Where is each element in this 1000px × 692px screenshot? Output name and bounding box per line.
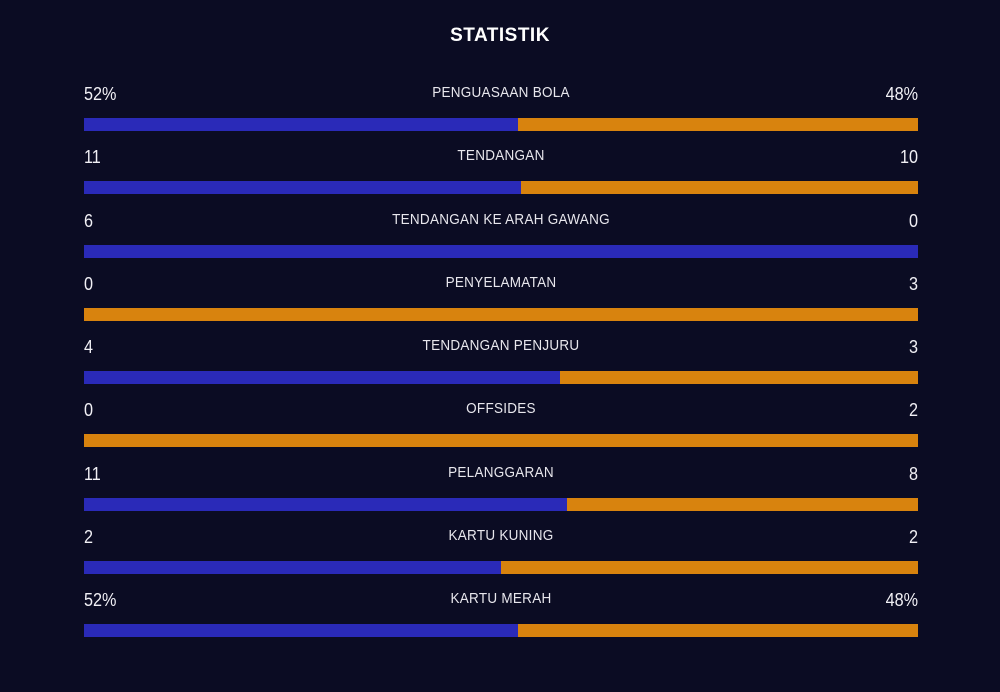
stat-label: KARTU MERAH <box>450 590 552 608</box>
stat-label: TENDANGAN PENJURU <box>422 337 580 355</box>
home-value: 11 <box>84 463 101 484</box>
home-bar-segment <box>84 181 522 195</box>
stat-bar <box>84 307 918 321</box>
home-value: 2 <box>84 527 94 548</box>
stat-label: KARTU KUNING <box>448 527 554 545</box>
stat-bar <box>84 181 918 195</box>
page-title: STATISTIK <box>450 25 550 46</box>
away-value: 2 <box>908 527 918 548</box>
away-bar-segment <box>560 371 918 385</box>
home-value: 6 <box>84 210 94 231</box>
away-value: 48% <box>885 84 918 104</box>
stat-label: PENYELAMATAN <box>445 273 557 291</box>
stat-row: 2 KARTU KUNING 2 <box>84 527 918 575</box>
stat-row-header: 11 TENDANGAN 10 <box>84 147 918 168</box>
home-bar-segment <box>84 118 518 131</box>
stats-list: 52% PENGUASAAN BOLA 48% 11 TENDANGAN 10 … <box>84 84 918 638</box>
away-value: 10 <box>899 147 918 168</box>
away-bar-segment <box>84 434 918 448</box>
stat-row-header: 4 TENDANGAN PENJURU 3 <box>84 337 918 358</box>
home-value: 52% <box>84 84 117 104</box>
stat-bar <box>84 434 918 448</box>
home-bar-segment <box>84 244 918 258</box>
away-value: 3 <box>908 337 918 358</box>
stat-row: 6 TENDANGAN KE ARAH GAWANG 0 <box>84 211 918 258</box>
stat-bar <box>84 244 918 258</box>
away-bar-segment <box>501 561 918 575</box>
stat-row: 11 TENDANGAN 10 <box>84 147 918 195</box>
stat-row-header: 52% PENGUASAAN BOLA 48% <box>84 84 918 104</box>
away-bar-segment <box>517 624 918 638</box>
stat-label: TENDANGAN <box>457 147 545 165</box>
stat-row: 0 PENYELAMATAN 3 <box>84 274 918 321</box>
home-bar-segment <box>84 371 561 385</box>
home-value: 52% <box>84 590 117 611</box>
away-value: 2 <box>908 400 918 421</box>
stat-row-header: 6 TENDANGAN KE ARAH GAWANG 0 <box>84 210 918 231</box>
stat-row-header: 0 PENYELAMATAN 3 <box>84 273 918 294</box>
stat-bar <box>84 561 918 575</box>
home-value: 0 <box>84 400 94 421</box>
home-value: 4 <box>84 337 94 358</box>
stat-label: PELANGGARAN <box>448 463 554 481</box>
stat-row-header: 52% KARTU MERAH 48% <box>84 590 918 611</box>
home-bar-segment <box>84 497 567 511</box>
stat-bar <box>84 497 918 511</box>
stat-row-header: 2 KARTU KUNING 2 <box>84 527 918 548</box>
home-bar-segment <box>84 561 501 575</box>
away-bar-segment <box>566 497 918 511</box>
stat-label: OFFSIDES <box>466 400 536 418</box>
home-value: 11 <box>84 147 101 168</box>
stat-row-header: 11 PELANGGARAN 8 <box>84 463 918 484</box>
away-bar-segment <box>84 307 918 321</box>
away-value: 8 <box>908 463 918 484</box>
stat-row: 11 PELANGGARAN 8 <box>84 464 918 511</box>
stat-label: TENDANGAN KE ARAH GAWANG <box>392 210 610 228</box>
stat-row: 0 OFFSIDES 2 <box>84 400 918 448</box>
away-bar-segment <box>517 118 918 131</box>
stat-bar <box>84 624 918 638</box>
home-value: 0 <box>84 273 94 294</box>
away-value: 0 <box>908 210 918 231</box>
away-value: 48% <box>885 590 918 611</box>
away-value: 3 <box>908 273 918 294</box>
stat-bar <box>84 118 918 131</box>
stat-bar <box>84 371 918 385</box>
stat-row: 52% KARTU MERAH 48% <box>84 590 918 638</box>
stat-row: 4 TENDANGAN PENJURU 3 <box>84 337 918 385</box>
stat-row-header: 0 OFFSIDES 2 <box>84 400 918 421</box>
home-bar-segment <box>84 624 518 638</box>
away-bar-segment <box>521 181 918 195</box>
stat-row: 52% PENGUASAAN BOLA 48% <box>84 84 918 131</box>
stat-label: PENGUASAAN BOLA <box>432 84 570 101</box>
